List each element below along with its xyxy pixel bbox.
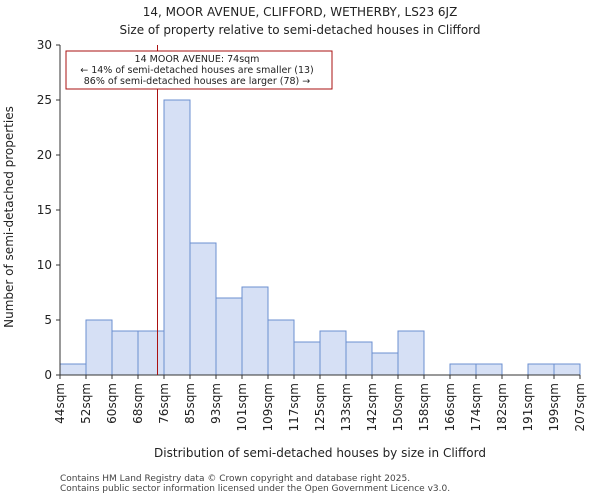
bar-174sqm [475,363,503,376]
bar-142sqm [371,352,399,376]
bars-group [59,99,581,376]
x-tick-label: 158sqm [417,383,431,431]
x-tick-label: 60sqm [105,383,119,424]
x-tick-label: 150sqm [391,383,405,431]
bar-76sqm [163,99,191,376]
x-tick-label: 52sqm [79,383,93,424]
x-tick-label: 166sqm [443,383,457,431]
y-tick-label: 30 [37,38,52,52]
bar-93sqm [215,297,243,376]
y-axis-label: Number of semi-detached properties [2,106,16,328]
bar-166sqm [449,363,477,376]
y-axis-ticks: 0 5 10 15 20 25 30 [37,38,60,382]
footer-line-1: Contains HM Land Registry data © Crown c… [60,474,411,484]
bar-133sqm [345,341,373,376]
bar-199sqm [553,363,581,376]
x-tick-label: 109sqm [261,383,275,431]
x-tick-label: 207sqm [573,383,587,431]
bar-60sqm [111,330,139,376]
x-tick-label: 182sqm [495,383,509,431]
bar-117sqm [293,341,321,376]
x-axis-ticks: 44sqm 52sqm 60sqm 68sqm 76sqm 85sqm 93sqm 101sq… [53,375,587,431]
x-tick-label: 44sqm [53,383,67,424]
x-tick-label: 68sqm [131,383,145,424]
x-tick-label: 142sqm [365,383,379,431]
bar-52sqm [85,319,113,376]
bar-101sqm [241,286,269,376]
y-tick-label: 5 [44,313,52,327]
y-tick-label: 20 [37,148,52,162]
bar-150sqm [397,330,425,376]
bar-85sqm [189,242,217,376]
x-tick-label: 76sqm [157,383,171,424]
y-tick-label: 10 [37,258,52,272]
annotation-line-2: ← 14% of semi-detached houses are smalle… [80,65,314,76]
x-tick-label: 199sqm [547,383,561,431]
y-tick-label: 15 [37,203,52,217]
x-tick-label: 85sqm [183,383,197,424]
annotation-line-3: 86% of semi-detached houses are larger (… [84,76,311,87]
bar-109sqm [267,319,295,376]
bar-191sqm [527,363,555,376]
x-tick-label: 117sqm [287,383,301,431]
annotation-line-1: 14 MOOR AVENUE: 74sqm [135,54,260,65]
bar-125sqm [319,330,347,376]
x-tick-label: 93sqm [209,383,223,424]
annotation-box [65,50,333,90]
x-tick-label: 125sqm [313,383,327,431]
bar-68sqm [137,330,165,376]
x-tick-label: 101sqm [235,383,249,431]
x-tick-label: 133sqm [339,383,353,431]
x-tick-label: 191sqm [521,383,535,431]
y-tick-label: 25 [37,93,52,107]
chart-title: 14, MOOR AVENUE, CLIFFORD, WETHERBY, LS2… [143,5,458,19]
chart-subtitle: Size of property relative to semi-detach… [119,23,480,37]
x-tick-label: 174sqm [469,383,483,431]
y-tick-label: 0 [44,368,52,382]
bar-44sqm [59,363,87,376]
x-axis-label: Distribution of semi-detached houses by … [154,446,486,460]
footer-line-2: Contains public sector information licen… [60,484,451,494]
